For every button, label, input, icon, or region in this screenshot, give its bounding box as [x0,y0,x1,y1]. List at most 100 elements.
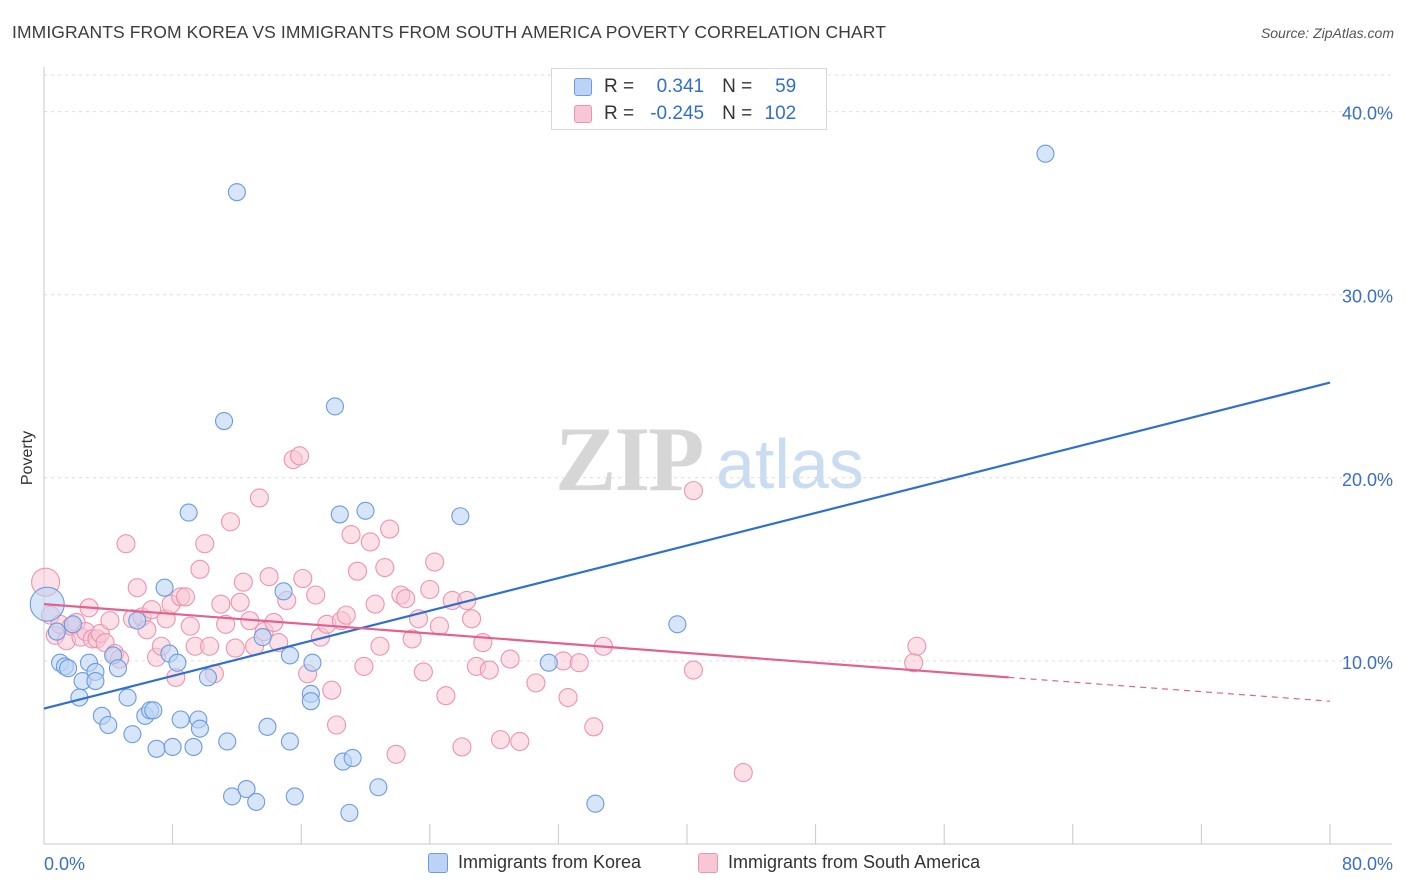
correlation-legend: R = 0.341 N = 59 R = -0.245 N = 102 [551,68,827,130]
point-korea-45 [301,692,320,711]
point-korea-21 [147,739,166,758]
point-south-america-52 [293,568,313,589]
point-south-america-97 [733,763,753,783]
point-south-america-36 [211,594,231,614]
point-south-america-62 [347,561,368,581]
point-south-america-67 [375,557,395,578]
legend-swatch-korea [574,78,592,96]
point-south-america-87 [500,649,520,669]
point-south-america-54 [306,585,326,605]
point-korea-14 [108,659,127,678]
point-south-america-95 [683,481,703,501]
grid-layer [44,74,1392,662]
point-south-america-89 [526,673,546,693]
point-south-america-78 [436,686,456,706]
series-korea-points [29,144,1055,822]
legend-korea-r-value: 0.341 [656,76,705,97]
watermark: ZIP atlas [555,408,864,510]
point-south-america-61 [341,525,361,545]
point-korea-30 [190,719,209,738]
legend-item-korea-swatch [428,852,448,873]
y-tick-label-30: 30.0% [1342,287,1393,307]
point-korea-48 [330,505,349,524]
y-tick-label-20: 20.0% [1342,470,1393,490]
point-south-america-86 [490,730,511,750]
point-korea-55 [539,653,558,672]
legend-item-korea: Immigrants from Korea [428,852,641,873]
point-south-america-91 [558,687,578,708]
point-korea-34 [223,787,242,806]
point-korea-15 [118,688,137,707]
point-korea-57 [668,615,687,634]
legend-item-korea-label: Immigrants from Korea [458,852,642,872]
point-south-america-69 [386,744,406,764]
y-tick-label-10: 10.0% [1342,653,1393,673]
point-south-america-66 [370,636,390,656]
point-south-america-29 [175,587,196,607]
point-korea-25 [168,653,187,672]
point-south-america-40 [230,592,250,612]
point-korea-46 [303,653,322,672]
point-korea-33 [218,732,237,751]
point-south-america-14 [100,611,120,631]
point-south-america-96 [683,660,703,680]
point-south-america-77 [429,616,449,636]
point-south-america-64 [360,532,380,552]
legend-sa-r-value: -0.245 [650,103,705,124]
point-korea-22 [155,578,174,597]
axis-layer [43,67,1392,845]
y-tick-label-40: 40.0% [1342,104,1393,124]
point-south-america-34 [200,636,220,656]
point-korea-5 [63,615,82,634]
point-korea-36 [237,780,256,799]
point-south-america-60 [336,605,356,625]
legend-row-korea: R = 0.341 N = 59 [574,75,796,99]
point-south-america-92 [569,653,589,673]
point-korea-10 [86,671,105,691]
legend-sa-r-label: R = [604,103,635,124]
point-korea-16 [123,725,142,744]
point-south-america-63 [354,656,374,676]
point-south-america-39 [225,638,245,658]
series-legend: Immigrants from Korea Immigrants from So… [0,852,1406,878]
legend-swatch-south-america [574,105,592,123]
trendline-south-america [43,603,1009,679]
point-korea-27 [179,503,198,522]
watermark-zip: ZIP [555,408,702,510]
point-south-america-76 [425,552,445,572]
point-korea-50 [340,803,359,822]
point-korea-58 [1036,144,1055,163]
point-south-america-82 [462,609,482,629]
point-south-america-19 [127,578,147,598]
point-south-america-37 [216,614,236,634]
trendline-korea [43,381,1331,710]
point-korea-43 [285,787,304,806]
point-korea-37 [247,792,266,811]
point-south-america-68 [380,519,400,539]
chart-title: IMMIGRANTS FROM KOREA VS IMMIGRANTS FROM… [12,22,887,42]
trendlines [43,381,1331,710]
point-korea-26 [171,710,190,729]
point-south-america-71 [396,589,416,609]
point-korea-32 [214,411,234,431]
point-south-america-88 [510,731,530,752]
tick-labels: 10.0% 20.0% 30.0% 40.0% 0.0% 80.0% [44,104,1393,874]
point-south-america-57 [322,680,342,700]
legend-sa-n-label: N = [722,103,753,124]
legend-korea-n-value: 59 [775,76,797,97]
legend-row-south-america: R = -0.245 N = 102 [574,102,796,126]
point-korea-51 [343,748,362,767]
point-south-america-93 [584,717,604,737]
point-korea-4 [59,659,78,678]
point-south-america-85 [479,660,499,680]
legend-item-south-america: Immigrants from South America [698,852,980,873]
point-south-america-32 [190,559,210,579]
point-korea-24 [163,737,182,757]
point-south-america-44 [249,488,269,508]
point-korea-38 [253,628,272,647]
point-korea-39 [258,717,277,736]
point-south-america-33 [195,534,215,554]
legend-korea-n-label: N = [722,76,753,97]
point-korea-54 [451,507,470,526]
